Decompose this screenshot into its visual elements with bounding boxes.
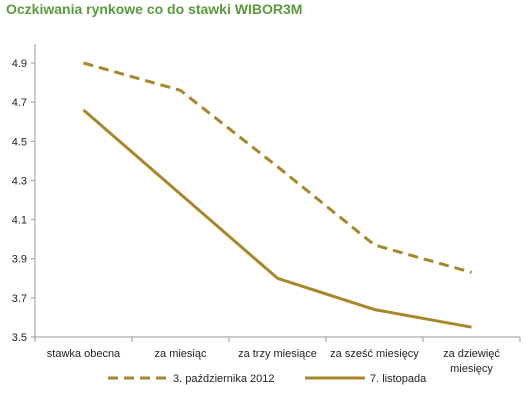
x-tick-label: miesięcy <box>450 363 493 375</box>
x-tick-label: za miesiąc <box>155 348 207 360</box>
y-tick-label: 4.3 <box>12 175 27 187</box>
x-tick-label: za dziewięć <box>443 348 500 360</box>
legend-label-2: 7. listopada <box>370 373 427 385</box>
legend-label-1: 3. października 2012 <box>173 373 275 385</box>
y-tick-label: 3.7 <box>12 293 27 305</box>
y-tick-label: 3.5 <box>12 332 27 344</box>
y-tick-label: 3.9 <box>12 254 27 266</box>
chart-title: Oczkiwania rynkowe co do stawki WIBOR3M <box>6 1 303 17</box>
series-line-1 <box>83 61 472 274</box>
series-line-2 <box>82 108 472 329</box>
x-tick-label: za sześć miesięcy <box>330 348 419 360</box>
y-tick-label: 4.5 <box>12 136 27 148</box>
y-tick-label: 4.9 <box>12 58 27 70</box>
x-tick-label: za trzy miesiące <box>238 348 317 360</box>
x-tick-label: stawka obecna <box>47 348 121 360</box>
y-tick-label: 4.7 <box>12 97 27 109</box>
y-tick-label: 4.1 <box>12 215 27 227</box>
